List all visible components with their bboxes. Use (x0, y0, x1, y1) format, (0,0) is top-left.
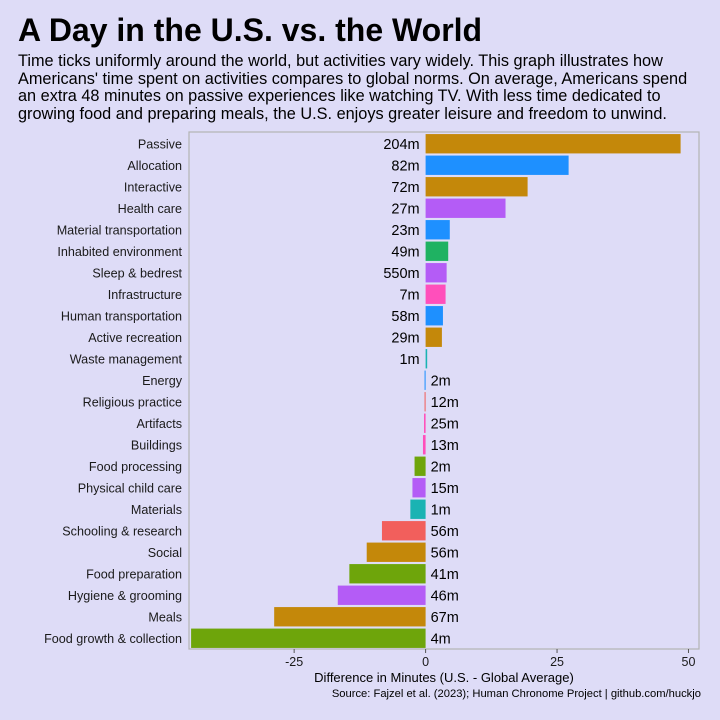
value-label: 15m (431, 481, 459, 497)
plot-panel-border (188, 131, 700, 650)
bar (381, 521, 426, 541)
chart-title: A Day in the U.S. vs. the World (18, 12, 483, 48)
bar (425, 349, 428, 369)
bar (366, 542, 426, 562)
value-label: 56m (431, 545, 459, 561)
value-labels: 204m 82m 72m 27m 23m 49m 550m 7m 58m 29m 1m 2m 12m 25… (383, 137, 459, 648)
category-label: Physical child care (78, 481, 182, 495)
category-label: Interactive (124, 180, 182, 194)
bar (422, 435, 426, 455)
bar (425, 284, 446, 304)
category-label: Artifacts (137, 417, 183, 431)
value-label: 13m (431, 438, 459, 454)
value-label: 2m (431, 459, 451, 475)
bar (425, 220, 450, 240)
x-tick-label: -25 (285, 655, 303, 669)
category-label: Active recreation (88, 331, 182, 345)
value-label: 12m (431, 395, 459, 411)
bar (337, 585, 426, 605)
bars-layer (191, 134, 681, 648)
category-label: Food preparation (86, 567, 182, 581)
category-label: Religious practice (83, 395, 182, 409)
category-label: Allocation (127, 159, 182, 173)
category-label: Sleep & bedrest (92, 266, 182, 280)
category-label: Waste management (70, 352, 183, 366)
bar (424, 370, 426, 390)
bar (425, 327, 442, 347)
category-labels: Passive Allocation Interactive Health care M… (44, 137, 183, 646)
value-label: 27m (391, 201, 419, 217)
bar (425, 177, 528, 197)
category-label: Food growth & collection (44, 632, 182, 646)
value-label: 58m (391, 309, 419, 325)
value-label: 2m (431, 373, 451, 389)
category-label: Food processing (89, 460, 182, 474)
value-label: 29m (391, 330, 419, 346)
bar (425, 198, 506, 218)
bar (425, 155, 569, 175)
category-label: Hygiene & grooming (68, 589, 182, 603)
bar (274, 607, 426, 627)
x-tick-label: 50 (682, 655, 696, 669)
value-label: 1m (399, 352, 419, 368)
bar (425, 134, 681, 154)
x-axis-title: Difference in Minutes (U.S. - Global Ave… (314, 670, 574, 685)
bar (425, 306, 443, 326)
bar (191, 628, 426, 648)
category-label: Material transportation (57, 223, 182, 237)
value-label: 82m (391, 158, 419, 174)
value-label: 204m (383, 137, 419, 153)
value-label: 7m (399, 287, 419, 303)
value-label: 67m (431, 610, 459, 626)
category-label: Meals (148, 610, 182, 624)
category-label: Passive (138, 137, 182, 151)
bar (425, 263, 447, 283)
value-label: 23m (391, 223, 419, 239)
value-label: 72m (391, 180, 419, 196)
category-label: Schooling & research (62, 524, 182, 538)
value-label: 1m (431, 502, 451, 518)
chart-caption: Source: Fajzel et al. (2023); Human Chro… (331, 688, 701, 700)
category-label: Infrastructure (108, 288, 182, 302)
category-label: Buildings (131, 438, 182, 452)
value-label: 41m (431, 567, 459, 583)
category-label: Energy (142, 374, 183, 388)
bar (424, 413, 426, 433)
value-label: 49m (391, 244, 419, 260)
x-tick-label: 0 (422, 655, 429, 669)
value-label: 46m (431, 588, 459, 604)
bar (410, 499, 426, 519)
category-label: Materials (131, 503, 182, 517)
value-label: 56m (431, 524, 459, 540)
category-label: Inhabited environment (57, 245, 182, 259)
category-label: Social (148, 546, 182, 560)
value-label: 550m (383, 266, 419, 282)
bar (414, 456, 426, 476)
bar (424, 392, 426, 412)
x-axis-ticks: -25 0 25 50 (285, 649, 695, 669)
bar (425, 241, 449, 261)
chart-subtitle: Time ticks uniformly around the world, b… (18, 52, 688, 123)
value-label: 25m (431, 416, 459, 432)
value-label: 4m (431, 631, 451, 647)
x-tick-label: 25 (550, 655, 564, 669)
category-label: Human transportation (61, 309, 182, 323)
category-label: Health care (118, 202, 182, 216)
bar (412, 478, 426, 498)
bar (349, 564, 426, 584)
